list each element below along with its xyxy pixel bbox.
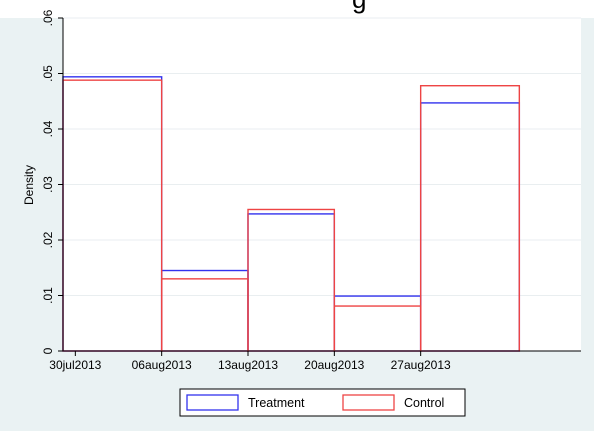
x-tick-label: 20aug2013	[304, 358, 364, 372]
y-tick-label: .03	[41, 176, 55, 193]
y-tick-label: .01	[41, 287, 55, 304]
y-tick-label: 0	[41, 347, 55, 354]
legend-key-control	[342, 394, 395, 411]
legend: Treatment Control	[179, 388, 466, 417]
legend-box	[179, 388, 466, 417]
y-axis: 0 .01 .02 .03 .04 .05 .06	[41, 9, 63, 354]
title-fragment: g	[0, 0, 594, 18]
y-tick-label: .04	[41, 120, 55, 137]
x-tick-label: 30jul2013	[49, 358, 101, 372]
grid-lines	[63, 17, 581, 296]
x-tick-label: 27aug2013	[391, 358, 451, 372]
legend-key-treatment	[186, 394, 239, 411]
x-axis: 30jul2013 06aug2013 13aug2013 20aug2013 27au…	[49, 351, 451, 372]
x-tick-label: 06aug2013	[132, 358, 192, 372]
x-tick-label: 13aug2013	[218, 358, 278, 372]
y-tick-label: .05	[41, 65, 55, 82]
legend-label-control: Control	[404, 396, 444, 410]
y-axis-title: Density	[22, 165, 36, 205]
y-tick-label: .06	[41, 9, 55, 26]
legend-label-treatment: Treatment	[248, 396, 305, 410]
y-tick-label: .02	[41, 231, 55, 248]
